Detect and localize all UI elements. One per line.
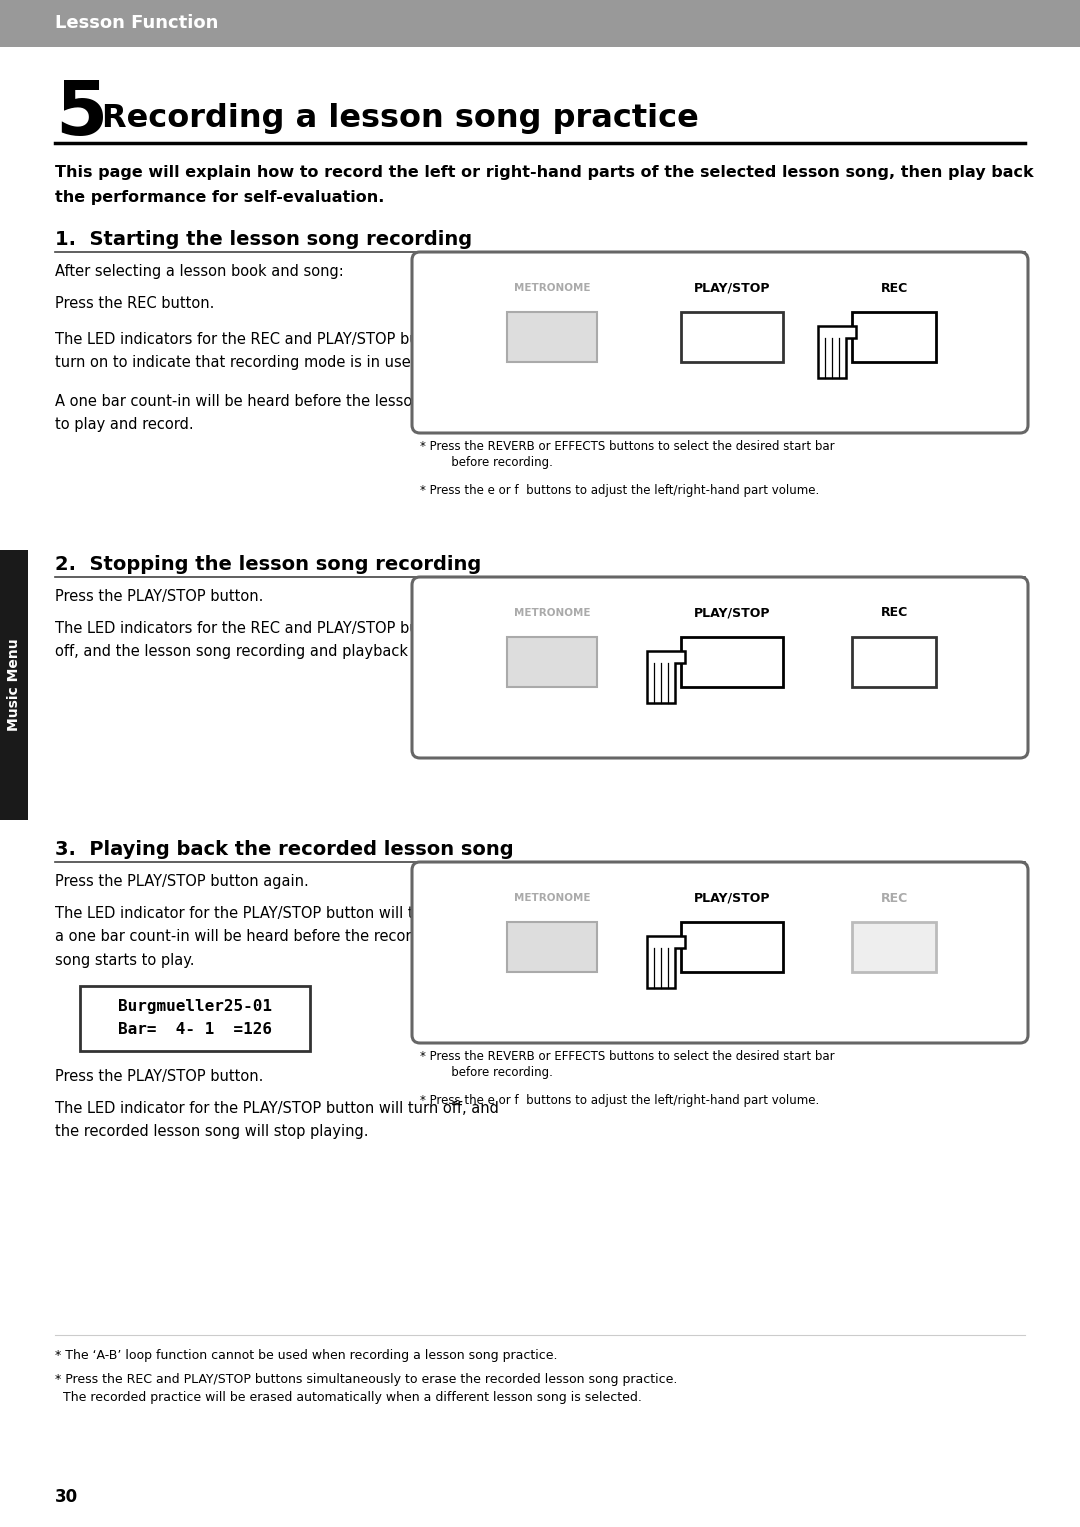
Text: REC: REC (880, 892, 907, 904)
Text: The LED indicators for the REC and PLAY/STOP buttons will turn
off, and the less: The LED indicators for the REC and PLAY/… (55, 621, 521, 660)
Bar (0, 0, 1080, 47)
Text: 2.  Stopping the lesson song recording: 2. Stopping the lesson song recording (55, 554, 482, 574)
Text: The recorded practice will be erased automatically when a different lesson song : The recorded practice will be erased aut… (55, 1391, 642, 1403)
Text: METRONOME: METRONOME (514, 608, 591, 618)
Text: The LED indicators for the REC and PLAY/STOP buttons will
turn on to indicate th: The LED indicators for the REC and PLAY/… (55, 331, 485, 371)
Text: METRONOME: METRONOME (514, 893, 591, 902)
FancyBboxPatch shape (411, 252, 1028, 434)
Text: Press the PLAY/STOP button.: Press the PLAY/STOP button. (55, 589, 264, 605)
Bar (507, 637, 597, 687)
Text: PLAY/STOP: PLAY/STOP (693, 606, 770, 620)
Text: PLAY/STOP: PLAY/STOP (693, 892, 770, 904)
Polygon shape (647, 651, 685, 702)
Text: After selecting a lesson book and song:: After selecting a lesson book and song: (55, 264, 343, 279)
Bar (507, 922, 597, 973)
Text: A one bar count-in will be heard before the lesson song starts
to play and recor: A one bar count-in will be heard before … (55, 394, 509, 432)
FancyBboxPatch shape (411, 863, 1028, 1043)
Bar (0, 550, 28, 820)
Text: 5: 5 (55, 78, 107, 151)
Polygon shape (818, 325, 856, 379)
Bar (80, 986, 310, 1051)
Text: Bar=  4- 1  =126: Bar= 4- 1 =126 (118, 1023, 272, 1037)
Bar (681, 922, 783, 973)
Text: 30: 30 (55, 1487, 78, 1506)
Bar (852, 637, 936, 687)
Text: * Press the REC and PLAY/STOP buttons simultaneously to erase the recorded lesso: * Press the REC and PLAY/STOP buttons si… (55, 1373, 677, 1387)
Text: * The ‘A-B’ loop function cannot be used when recording a lesson song practice.: * The ‘A-B’ loop function cannot be used… (55, 1348, 557, 1362)
Text: METRONOME: METRONOME (514, 282, 591, 293)
Text: Lesson Function: Lesson Function (55, 14, 218, 32)
Text: * Press the REVERB or EFFECTS buttons to select the desired start bar: * Press the REVERB or EFFECTS buttons to… (420, 440, 835, 454)
Text: The LED indicator for the PLAY/STOP button will turn on, and
a one bar count-in : The LED indicator for the PLAY/STOP butt… (55, 906, 498, 968)
Text: * Press the e or f  buttons to adjust the left/right-hand part volume.: * Press the e or f buttons to adjust the… (420, 484, 820, 496)
Text: Press the REC button.: Press the REC button. (55, 296, 214, 312)
Text: 1.  Starting the lesson song recording: 1. Starting the lesson song recording (55, 231, 472, 249)
Text: Press the PLAY/STOP button again.: Press the PLAY/STOP button again. (55, 873, 309, 889)
Bar (681, 312, 783, 362)
Text: This page will explain how to record the left or right-hand parts of the selecte: This page will explain how to record the… (55, 165, 1034, 180)
Text: Burgmueller25-01: Burgmueller25-01 (118, 999, 272, 1014)
Bar (681, 637, 783, 687)
Text: * Press the e or f  buttons to adjust the left/right-hand part volume.: * Press the e or f buttons to adjust the… (420, 1093, 820, 1107)
Text: The LED indicator for the PLAY/STOP button will turn off, and
the recorded lesso: The LED indicator for the PLAY/STOP butt… (55, 1101, 499, 1139)
Text: PLAY/STOP: PLAY/STOP (693, 281, 770, 295)
Text: Press the PLAY/STOP button.: Press the PLAY/STOP button. (55, 1069, 264, 1084)
Text: the performance for self-evaluation.: the performance for self-evaluation. (55, 189, 384, 205)
Text: 3.  Playing back the recorded lesson song: 3. Playing back the recorded lesson song (55, 840, 514, 860)
Text: Recording a lesson song practice: Recording a lesson song practice (102, 104, 699, 134)
FancyBboxPatch shape (411, 577, 1028, 757)
Text: REC: REC (880, 281, 907, 295)
Text: * Press the REVERB or EFFECTS buttons to select the desired start bar: * Press the REVERB or EFFECTS buttons to… (420, 1051, 835, 1063)
Bar (852, 312, 936, 362)
Bar (507, 312, 597, 362)
Bar (852, 922, 936, 973)
Text: before recording.: before recording. (440, 1066, 553, 1080)
Text: REC: REC (880, 606, 907, 620)
Text: before recording.: before recording. (440, 457, 553, 469)
Text: Music Menu: Music Menu (6, 638, 21, 731)
Polygon shape (647, 936, 685, 988)
